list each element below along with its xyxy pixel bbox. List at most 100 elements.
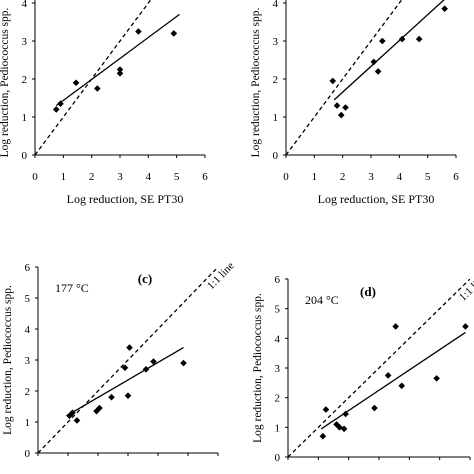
y-tick-label: 4	[275, 333, 281, 345]
y-tick-label: 5	[275, 304, 281, 316]
y-axis-label: Log reduction, Pediococcus spp.	[2, 285, 14, 435]
panel-a: 0 1 2 3 4 0 1 2 3 4 5 6 Log reduction, SE PT30 Log re…	[0, 0, 208, 206]
data-point	[108, 393, 115, 401]
data-point	[333, 421, 340, 428]
data-point	[142, 366, 150, 373]
y-tick-label: 0	[22, 150, 28, 162]
y-tick-label: 1	[273, 112, 279, 124]
reference-line-1-1	[35, 0, 152, 155]
data-point	[319, 432, 327, 440]
y-tick-label: 2	[25, 386, 31, 398]
regression-line	[66, 347, 184, 417]
data-point	[96, 404, 103, 412]
reference-line-label: 1:1 line	[457, 272, 474, 304]
data-point	[374, 68, 382, 75]
data-point	[392, 323, 399, 330]
x-tick-label: 1	[61, 171, 67, 183]
y-tick-label: 4	[25, 324, 31, 336]
x-tick-label: 2	[89, 171, 95, 183]
x-tick-label: 4	[146, 171, 152, 183]
y-tick-label: 4	[273, 0, 279, 10]
reference-line-1-1	[288, 279, 470, 457]
data-point	[342, 410, 349, 418]
x-tick-label: 2	[340, 171, 346, 183]
x-tick-label: 3	[117, 171, 123, 183]
x-tick-label: 3	[368, 171, 374, 183]
y-tick-label: 4	[22, 0, 28, 10]
data-point	[94, 85, 101, 92]
y-tick-label: 1	[22, 112, 28, 124]
data-point	[121, 364, 129, 372]
y-tick-label: 2	[22, 74, 28, 86]
y-tick-label: 1	[25, 417, 31, 429]
data-point	[398, 35, 406, 43]
data-point	[73, 417, 81, 424]
data-point	[72, 79, 80, 87]
y-tick-label: 6	[275, 274, 281, 286]
data-point	[170, 30, 178, 37]
data-point	[371, 404, 378, 412]
reference-line-1-1	[286, 0, 403, 155]
data-point	[69, 409, 76, 416]
data-point	[116, 70, 124, 77]
temperature-annotation: 204 °C	[305, 293, 339, 307]
y-axis-label: Log reduction, Pediococcus spp.	[250, 7, 262, 157]
data-point	[441, 5, 448, 12]
data-point	[433, 375, 440, 382]
data-point	[342, 104, 349, 111]
x-tick-label: 6	[202, 171, 208, 183]
data-point	[52, 106, 60, 113]
regression-line	[333, 0, 445, 101]
panel-d: 0 1 2 3 4 5 6 Log reduction, Pediococcus spp. 1:…	[252, 272, 474, 464]
x-tick-label: 0	[283, 171, 289, 183]
temperature-annotation: 177 °C	[55, 281, 89, 295]
data-point	[126, 344, 133, 351]
x-tick-label: 6	[453, 171, 459, 183]
y-axis-label: Log reduction, Pediococcus spp.	[0, 7, 11, 157]
data-point	[322, 406, 330, 413]
y-tick-label: 3	[22, 36, 28, 48]
data-point	[415, 35, 423, 43]
data-point	[57, 100, 64, 107]
y-tick-label: 2	[273, 74, 279, 86]
y-tick-label: 0	[275, 452, 281, 464]
x-tick-label: 5	[174, 171, 180, 183]
data-point	[150, 358, 157, 365]
y-tick-label: 1	[275, 422, 281, 434]
x-axis-label: Log reduction, SE PT30	[67, 192, 184, 206]
panel-letter: (d)	[360, 284, 376, 299]
x-tick-label: 4	[397, 171, 403, 183]
reference-line-1-1	[38, 267, 218, 453]
data-point	[124, 392, 132, 399]
y-tick-label: 3	[275, 363, 281, 375]
y-tick-label: 2	[275, 393, 281, 405]
y-tick-label: 3	[273, 36, 279, 48]
data-point	[340, 425, 348, 433]
y-tick-label: 6	[25, 262, 31, 274]
data-point	[333, 102, 341, 109]
y-tick-label: 5	[25, 293, 31, 305]
data-point	[329, 77, 337, 85]
y-axis-label: Log reduction, Pediococcus spp.	[252, 293, 264, 443]
data-point	[180, 359, 187, 367]
x-axis-label: Log reduction, SE PT30	[318, 192, 435, 206]
data-point	[398, 382, 406, 390]
data-point	[462, 323, 469, 330]
y-tick-label: 0	[273, 150, 279, 162]
x-tick-label: 1	[312, 171, 318, 183]
x-tick-label: 0	[32, 171, 38, 183]
data-point	[370, 58, 378, 66]
data-point	[116, 66, 124, 73]
x-tick-label: 5	[425, 171, 431, 183]
panel-letter: (c)	[138, 271, 152, 286]
y-tick-label: 3	[25, 355, 31, 367]
data-point	[337, 111, 345, 119]
data-point	[135, 28, 142, 35]
panel-b: 0 1 2 3 4 0 1 2 3 4 5 6 Log reduction, SE PT30 Log re…	[250, 0, 459, 206]
y-tick-label: 0	[25, 448, 31, 460]
regression-line	[55, 13, 180, 107]
data-point	[384, 372, 392, 379]
data-point	[379, 37, 386, 45]
